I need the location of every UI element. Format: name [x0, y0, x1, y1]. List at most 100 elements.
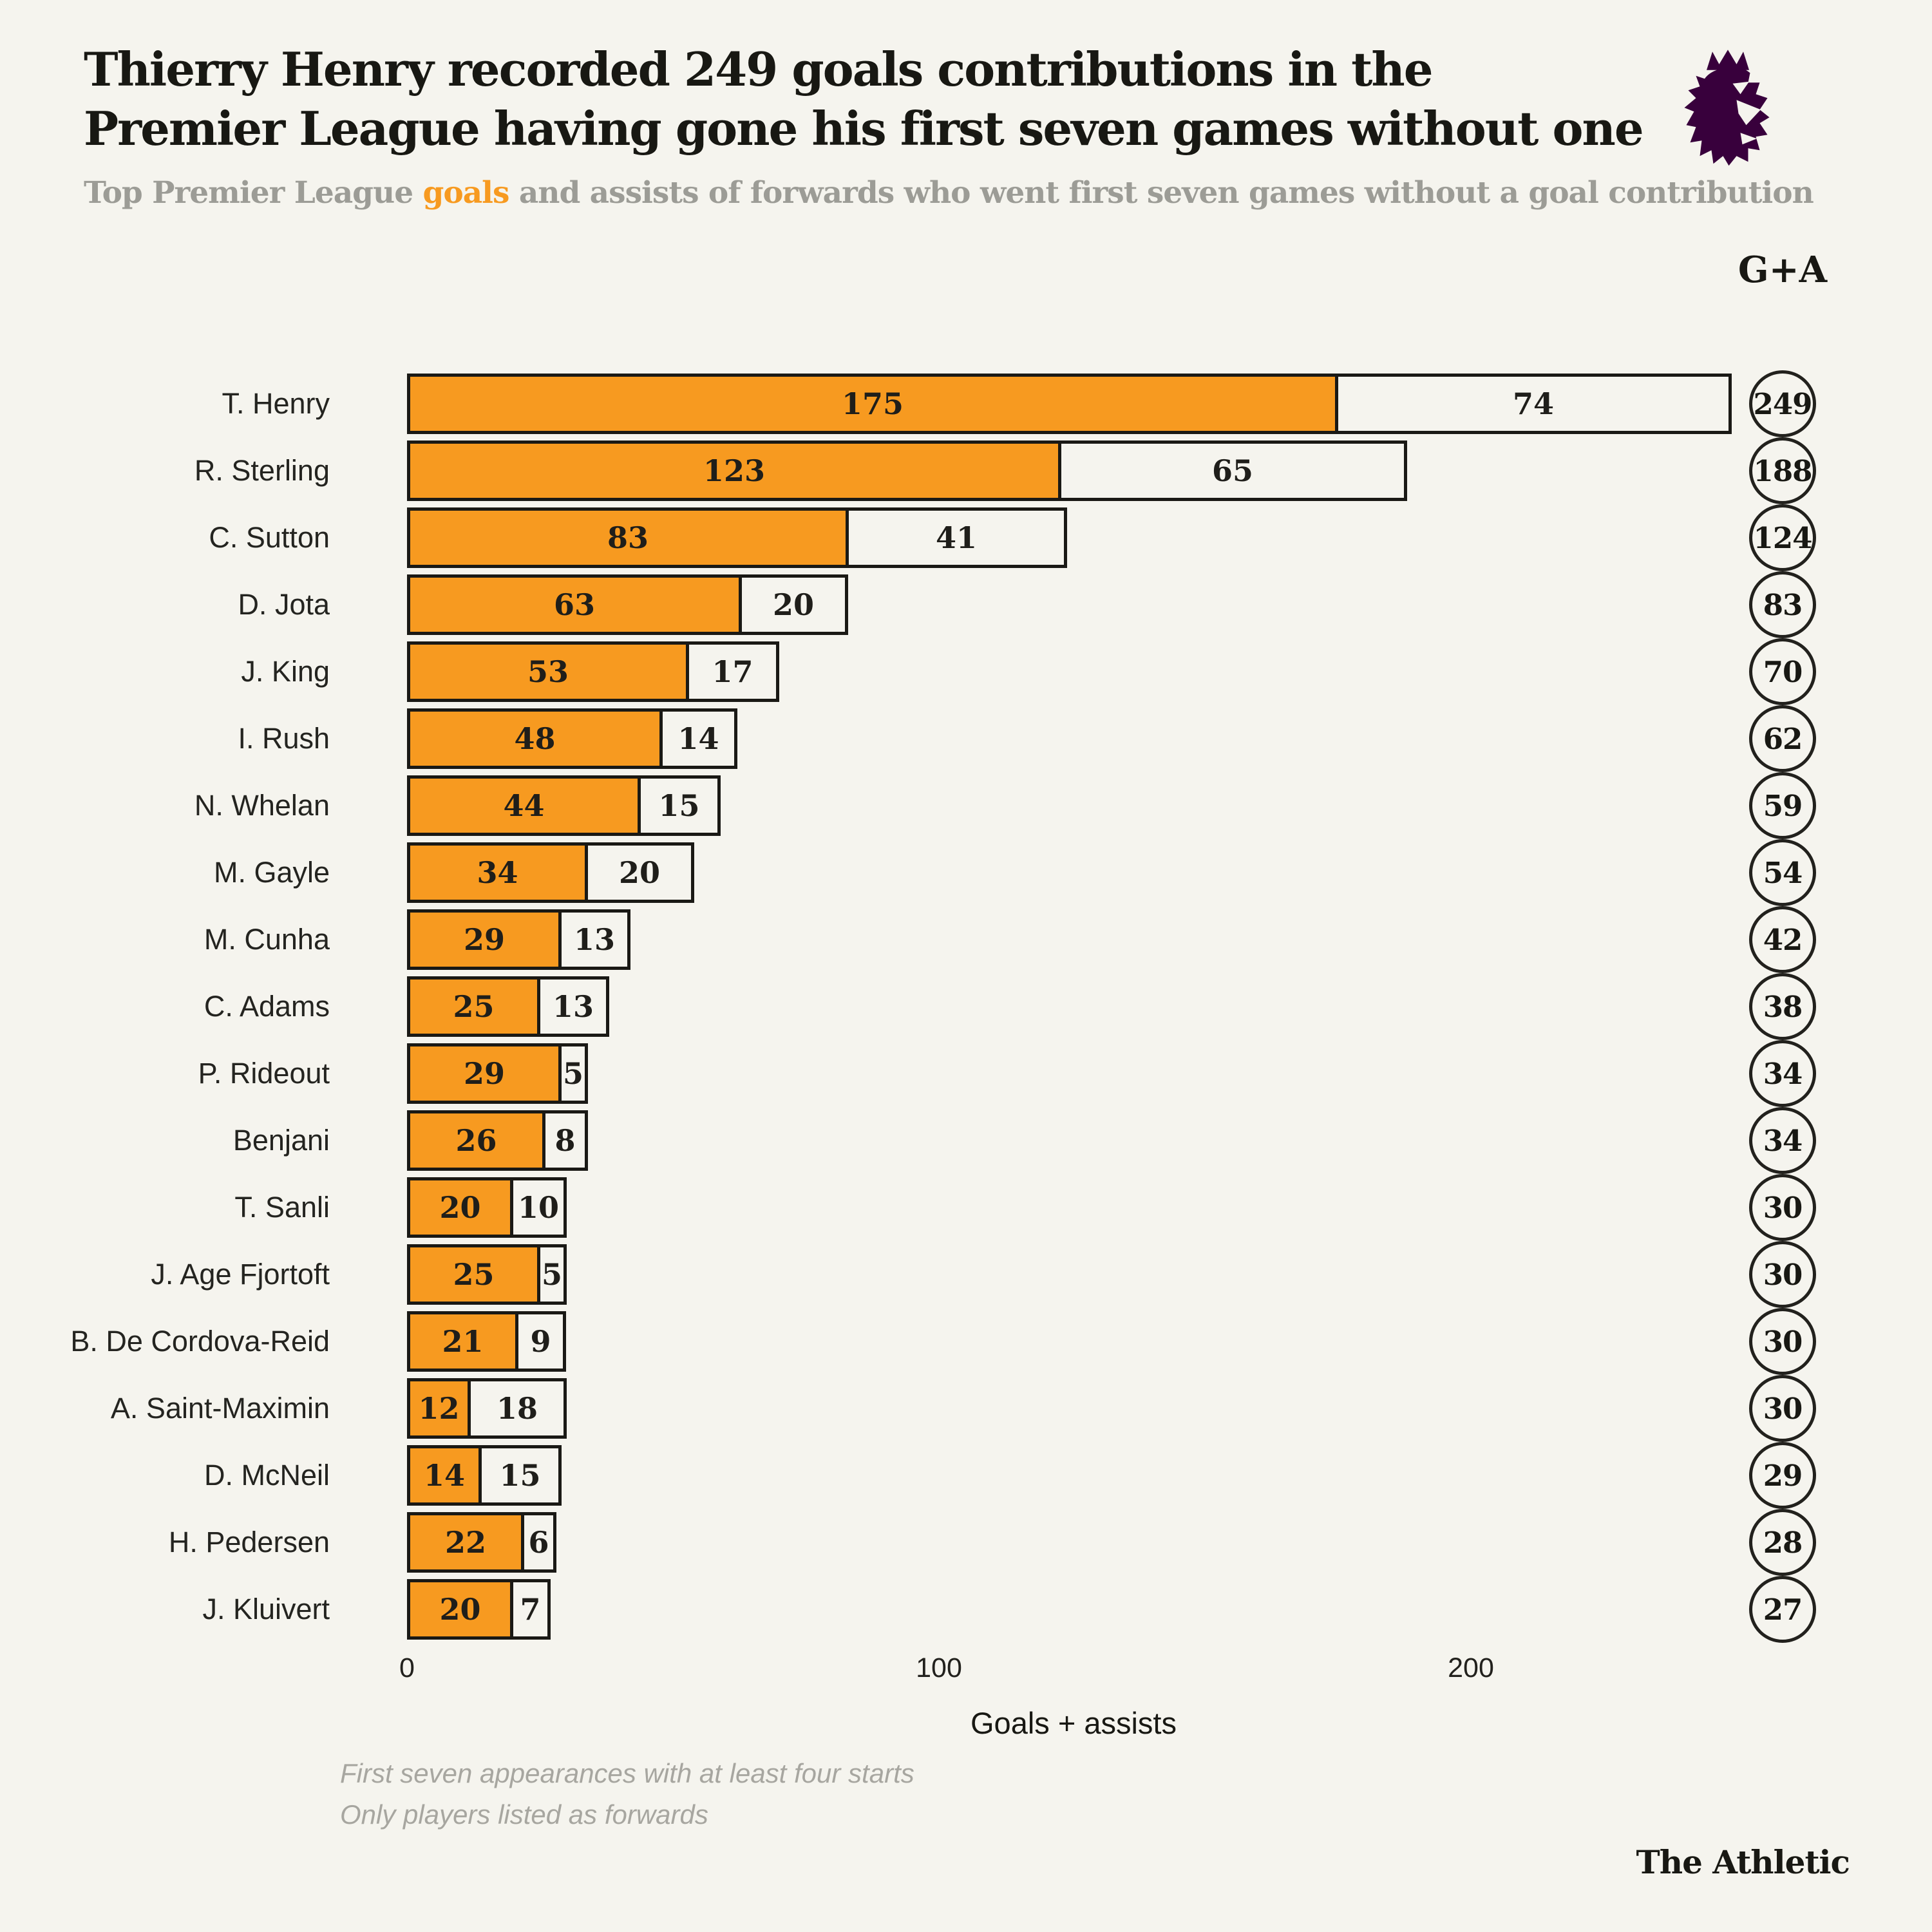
player-label: C. Adams: [204, 990, 330, 1023]
player-label: M. Gayle: [213, 856, 330, 889]
assists-bar-segment: 6: [521, 1512, 556, 1573]
total-value: 124: [1753, 520, 1813, 555]
table-row: J. King 53 17 70: [0, 638, 1932, 705]
goals-bar-segment: 29: [407, 909, 562, 970]
goals-bar-segment: 14: [407, 1445, 482, 1506]
goals-bar-segment: 26: [407, 1110, 545, 1171]
total-badge: 124: [1749, 504, 1816, 571]
total-value: 34: [1763, 1123, 1803, 1158]
total-value: 249: [1753, 386, 1813, 421]
assists-value: 18: [496, 1391, 538, 1426]
assists-bar-segment: 15: [478, 1445, 562, 1506]
assists-bar-segment: 13: [537, 976, 609, 1037]
player-label: B. De Cordova-Reid: [70, 1325, 330, 1358]
table-row: Benjani 26 8 34: [0, 1107, 1932, 1174]
player-label: Benjani: [232, 1124, 330, 1157]
assists-bar-segment: 17: [686, 641, 779, 702]
table-row: C. Sutton 83 41 124: [0, 504, 1932, 571]
lion-head-icon: [1684, 66, 1770, 166]
subtitle-suffix: and assists of forwards who went first s…: [509, 175, 1814, 211]
player-label: J. Age Fjortoft: [151, 1258, 330, 1291]
x-axis-label: Goals + assists: [971, 1706, 1177, 1740]
goals-bar-segment: 123: [407, 440, 1061, 501]
assists-bar-segment: 13: [558, 909, 630, 970]
player-label: M. Cunha: [204, 923, 330, 956]
assists-bar-segment: 18: [468, 1378, 567, 1439]
the-athletic-logo: The Athletic: [1636, 1843, 1850, 1881]
page-title-line2: Premier League having gone his first sev…: [84, 101, 1644, 156]
total-badge: 70: [1749, 638, 1816, 705]
assists-bar-segment: 5: [558, 1043, 588, 1104]
table-row: J. Age Fjortoft 25 5 30: [0, 1241, 1932, 1308]
total-value: 28: [1763, 1525, 1803, 1560]
assists-bar-segment: 41: [846, 507, 1067, 568]
total-badge: 249: [1749, 370, 1816, 437]
table-row: D. McNeil 14 15 29: [0, 1442, 1932, 1509]
assists-value: 20: [772, 587, 814, 622]
total-value: 70: [1763, 654, 1803, 689]
total-badge: 54: [1749, 839, 1816, 906]
goals-bar-segment: 83: [407, 507, 849, 568]
goals-bar-segment: 175: [407, 374, 1338, 434]
goals-value: 123: [703, 453, 766, 488]
assists-bar-segment: 15: [638, 775, 721, 836]
player-label: T. Sanli: [234, 1191, 330, 1224]
x-axis-tick: 100: [916, 1653, 962, 1683]
crown-icon: [1707, 50, 1749, 70]
total-badge: 30: [1749, 1241, 1816, 1308]
total-value: 30: [1763, 1324, 1803, 1359]
goals-value: 12: [418, 1391, 460, 1426]
goals-bar-segment: 21: [407, 1311, 518, 1372]
player-label: D. McNeil: [204, 1459, 330, 1492]
total-value: 27: [1763, 1592, 1803, 1627]
goals-bar-segment: 25: [407, 1244, 540, 1305]
total-value: 42: [1763, 922, 1803, 957]
goals-bar-segment: 25: [407, 976, 540, 1037]
goals-value: 83: [607, 520, 649, 555]
assists-value: 10: [517, 1190, 559, 1225]
assists-value: 5: [541, 1257, 562, 1292]
assists-value: 15: [658, 788, 700, 823]
table-row: M. Cunha 29 13 42: [0, 906, 1932, 973]
assists-value: 6: [528, 1525, 549, 1560]
subtitle: Top Premier League goals and assists of …: [84, 175, 1814, 211]
table-row: C. Adams 25 13 38: [0, 973, 1932, 1040]
assists-bar-segment: 9: [515, 1311, 566, 1372]
player-label: I. Rush: [238, 722, 330, 755]
goals-bar-segment: 20: [407, 1579, 513, 1640]
assists-value: 9: [530, 1324, 551, 1359]
goals-value: 175: [841, 386, 904, 421]
premier-league-logo: [1684, 50, 1770, 166]
total-badge: 34: [1749, 1107, 1816, 1174]
total-badge: 28: [1749, 1509, 1816, 1576]
assists-bar-segment: 20: [585, 842, 694, 903]
footnote-line2: Only players listed as forwards: [340, 1799, 708, 1830]
assists-value: 74: [1512, 386, 1554, 421]
total-value: 34: [1763, 1056, 1803, 1091]
table-row: P. Rideout 29 5 34: [0, 1040, 1932, 1107]
assists-bar-segment: 10: [510, 1177, 567, 1238]
total-badge: 83: [1749, 571, 1816, 638]
page-title-line1: Thierry Henry recorded 249 goals contrib…: [84, 42, 1434, 97]
total-value: 30: [1763, 1391, 1803, 1426]
footnote-line1: First seven appearances with at least fo…: [340, 1758, 914, 1788]
table-row: I. Rush 48 14 62: [0, 705, 1932, 772]
total-value: 29: [1763, 1458, 1803, 1493]
total-badge: 30: [1749, 1375, 1816, 1442]
goals-value: 25: [453, 989, 495, 1024]
goals-value: 21: [442, 1324, 484, 1359]
total-value: 188: [1753, 453, 1813, 488]
player-label: J. King: [241, 655, 330, 688]
x-axis-tick: 0: [399, 1653, 415, 1683]
goals-bar-segment: 48: [407, 708, 663, 769]
goals-value: 34: [477, 855, 518, 890]
total-badge: 30: [1749, 1308, 1816, 1375]
player-label: N. Whelan: [194, 789, 330, 822]
total-badge: 188: [1749, 437, 1816, 504]
player-label: T. Henry: [222, 387, 330, 420]
assists-value: 14: [677, 721, 719, 756]
table-row: H. Pedersen 22 6 28: [0, 1509, 1932, 1576]
assists-value: 20: [618, 855, 660, 890]
total-badge: 27: [1749, 1576, 1816, 1643]
